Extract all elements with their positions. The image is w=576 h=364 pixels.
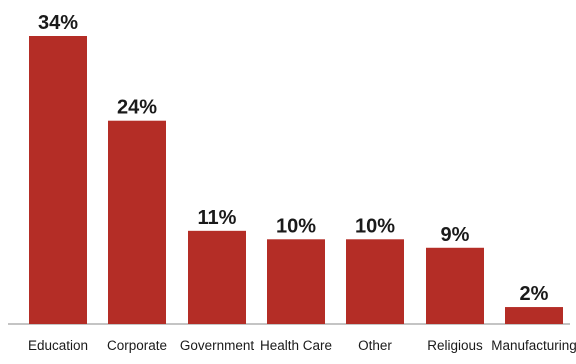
value-label-government: 11% — [198, 207, 237, 229]
category-label-corporate: Corporate — [107, 338, 167, 353]
bar-religious — [426, 247, 484, 324]
bars-group — [29, 36, 563, 325]
value-label-religious: 9% — [441, 224, 470, 246]
value-label-health-care: 10% — [276, 215, 316, 237]
bar-education — [29, 36, 87, 324]
category-label-education: Education — [28, 338, 88, 353]
bar-manufacturing — [505, 307, 563, 324]
category-label-government: Government — [180, 338, 255, 353]
bar-corporate — [108, 120, 166, 325]
value-label-other: 10% — [355, 215, 395, 237]
category-label-religious: Religious — [427, 338, 483, 353]
bar-other — [346, 239, 404, 324]
value-label-manufacturing: 2% — [520, 283, 549, 305]
value-labels-group: 34% 24% 11% 10% 10% 9% 2% — [38, 12, 549, 305]
category-label-health-care: Health Care — [260, 338, 332, 353]
category-labels-group: Education Corporate Government Health Care O… — [28, 338, 576, 353]
category-label-manufacturing: Manufacturing — [491, 338, 576, 353]
bar-health-care — [267, 239, 325, 324]
value-label-education: 34% — [38, 12, 78, 34]
bar-government — [188, 230, 246, 324]
category-label-other: Other — [358, 338, 392, 353]
value-label-corporate: 24% — [117, 97, 157, 119]
